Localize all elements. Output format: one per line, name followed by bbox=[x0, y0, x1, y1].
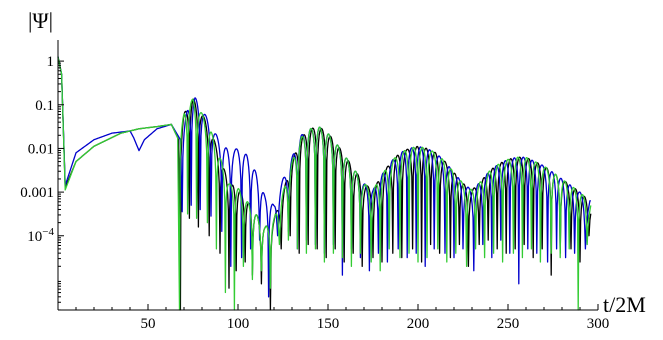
x-tick-label: 100 bbox=[227, 316, 250, 332]
y-axis-title: |Ψ| bbox=[28, 8, 53, 33]
x-tick-label: 50 bbox=[141, 316, 156, 332]
y-tick-label: 0.001 bbox=[20, 185, 54, 201]
x-tick-label: 250 bbox=[497, 316, 520, 332]
tick-layer: 50 100 150 200 250 300 1 0.1 0.01 0.001 10−4 bbox=[20, 54, 609, 332]
series-layer bbox=[57, 56, 592, 311]
x-tick-label: 150 bbox=[317, 316, 340, 332]
x-axis-title: t/2M bbox=[603, 292, 646, 317]
y-tick-label: 0.01 bbox=[28, 141, 54, 157]
x-tick-label: 300 bbox=[587, 316, 610, 332]
y-tick-label: 1 bbox=[47, 54, 55, 70]
y-tick-label: 10−4 bbox=[27, 226, 54, 245]
series-line-3 bbox=[57, 56, 592, 311]
x-tick-label: 200 bbox=[407, 316, 430, 332]
y-tick-label: 0.1 bbox=[35, 98, 54, 114]
